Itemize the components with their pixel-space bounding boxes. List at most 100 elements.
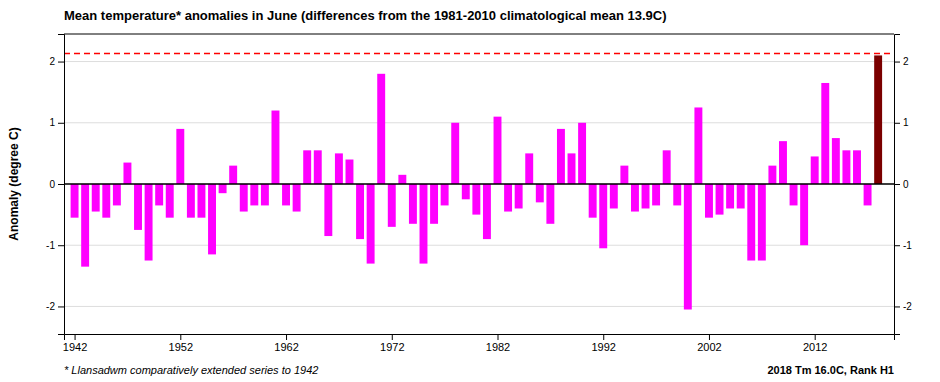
axis-line xyxy=(895,35,901,335)
axis-line xyxy=(58,35,65,335)
tick-label: 0 xyxy=(49,179,55,190)
bar xyxy=(303,150,311,184)
bar xyxy=(747,184,755,261)
bar xyxy=(578,123,586,184)
tick: 1 xyxy=(49,117,64,128)
title: Mean temperature* anomalies in June (dif… xyxy=(64,8,667,23)
bars xyxy=(64,54,894,310)
tick: 0 xyxy=(894,179,909,190)
bar xyxy=(102,184,110,218)
bar xyxy=(430,184,438,224)
tick: -1 xyxy=(46,240,64,251)
bar xyxy=(324,184,332,236)
reference-line xyxy=(64,53,894,55)
bar xyxy=(832,138,840,184)
tick-mark xyxy=(894,184,900,185)
grid-line xyxy=(64,61,894,62)
tick-mark xyxy=(392,334,393,340)
tick-mark xyxy=(58,245,64,246)
bar xyxy=(219,184,227,193)
bar xyxy=(779,141,787,184)
y-axis-title: Anomaly (degree C) xyxy=(7,127,21,240)
tick: 2002 xyxy=(697,334,721,353)
bar xyxy=(420,184,428,264)
bar xyxy=(134,184,142,230)
bar xyxy=(123,163,131,184)
annotation: 2018 Tm 16.0C, Rank H1 xyxy=(767,364,894,376)
tick: 1992 xyxy=(591,334,615,353)
bar xyxy=(187,184,195,218)
tick-mark xyxy=(180,334,181,340)
bar xyxy=(842,150,850,184)
tick-mark xyxy=(894,245,900,246)
grid-line xyxy=(64,306,894,307)
bar xyxy=(716,184,724,215)
bar xyxy=(335,153,343,184)
zero-line xyxy=(64,183,894,185)
annotation: * Llansadwm comparatively extended serie… xyxy=(64,364,318,376)
bar xyxy=(673,184,681,205)
grid-line xyxy=(64,245,894,246)
tick-mark xyxy=(286,334,287,340)
bar xyxy=(525,153,533,184)
bar xyxy=(166,184,174,218)
bar xyxy=(853,150,861,184)
bar xyxy=(250,184,258,205)
tick-mark xyxy=(58,184,64,185)
chart-container: 19421952196219721982199220022012-2-1012-… xyxy=(0,0,940,382)
tick: 1972 xyxy=(380,334,404,353)
bar xyxy=(272,111,280,184)
annotations: * Llansadwm comparatively extended serie… xyxy=(64,364,894,376)
bar xyxy=(409,184,417,224)
tick-mark xyxy=(894,123,900,124)
tick-mark xyxy=(815,334,816,340)
y-axis: -2-1012 xyxy=(46,35,64,335)
tick: -1 xyxy=(894,240,912,251)
bar xyxy=(504,184,512,212)
bar xyxy=(483,184,491,239)
bar xyxy=(197,184,205,218)
bar xyxy=(398,175,406,184)
tick-label: -1 xyxy=(46,240,55,251)
bar xyxy=(388,184,396,227)
tick-label: 1952 xyxy=(169,341,193,353)
tick-label: -1 xyxy=(903,240,912,251)
bar xyxy=(705,184,713,218)
tick: -2 xyxy=(46,301,64,312)
tick: 0 xyxy=(49,179,64,190)
bar xyxy=(536,184,544,202)
tick: 1982 xyxy=(486,334,510,353)
bar xyxy=(113,184,121,205)
bar xyxy=(261,184,269,205)
tick: 1942 xyxy=(63,334,87,353)
bar xyxy=(589,184,597,218)
tick-label: -2 xyxy=(46,301,55,312)
tick-label: 1942 xyxy=(63,341,87,353)
bar xyxy=(864,184,872,205)
frame-top xyxy=(64,34,894,35)
bar xyxy=(356,184,364,239)
bar xyxy=(367,184,375,264)
x-axis: 19421952196219721982199220022012 xyxy=(63,334,895,353)
bar xyxy=(176,129,184,184)
tick: 1952 xyxy=(169,334,193,353)
bar xyxy=(631,184,639,212)
bar xyxy=(737,184,745,208)
bar xyxy=(293,184,301,212)
bar xyxy=(642,184,650,208)
tick-mark xyxy=(58,123,64,124)
bar xyxy=(377,74,385,184)
bar xyxy=(494,117,502,184)
bar xyxy=(441,184,449,205)
bar xyxy=(726,184,734,208)
bar xyxy=(821,83,829,184)
bar xyxy=(155,184,163,205)
bar xyxy=(610,184,618,208)
grid-line xyxy=(64,184,894,185)
tick-mark xyxy=(75,334,76,340)
bar xyxy=(800,184,808,245)
bar xyxy=(546,184,554,224)
tick-mark xyxy=(498,334,499,340)
bar xyxy=(768,166,776,184)
tick-mark xyxy=(603,334,604,340)
